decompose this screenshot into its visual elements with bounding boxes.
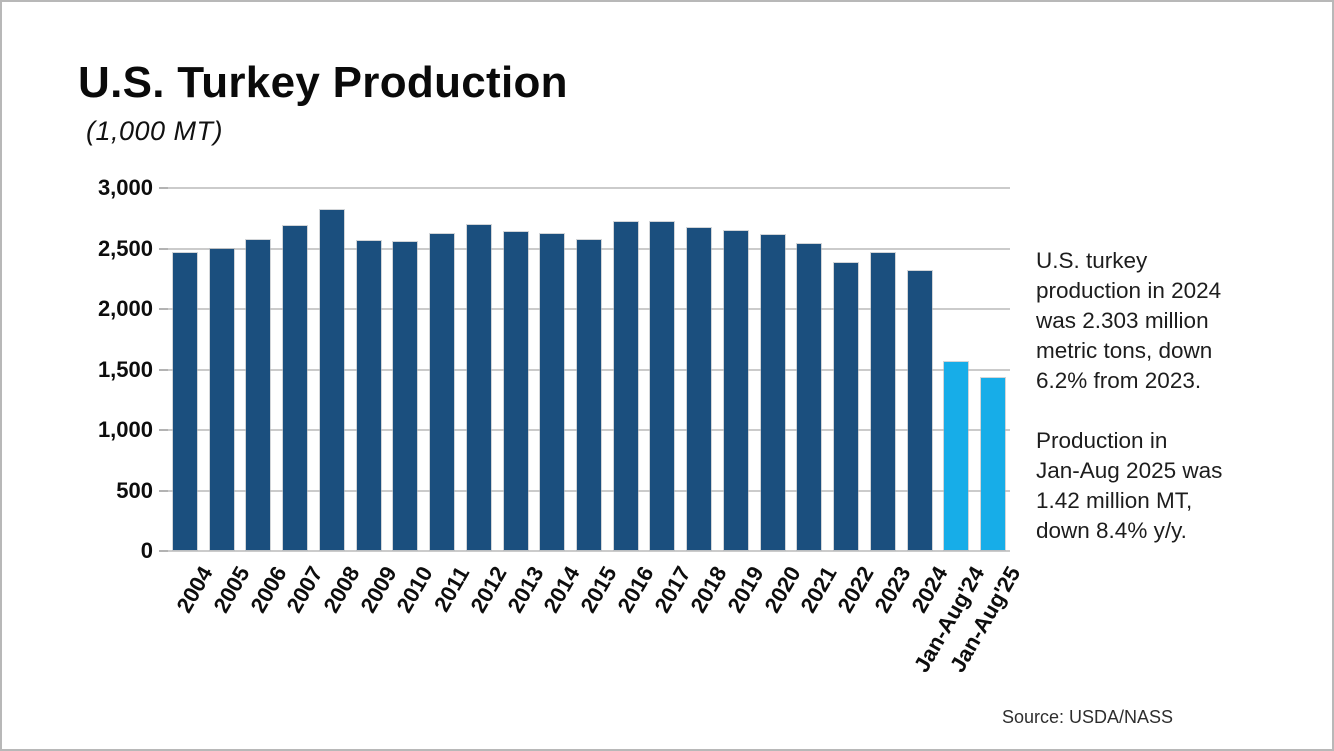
y-axis-tick xyxy=(159,489,168,492)
x-axis-label: 2011 xyxy=(429,562,475,616)
x-axis-label: 2005 xyxy=(208,562,255,617)
x-axis-label: 2007 xyxy=(281,562,328,617)
bar-2021 xyxy=(797,244,822,550)
bar-2015 xyxy=(577,239,601,550)
annotation-paragraph-gap xyxy=(1036,396,1316,426)
annotation-line: U.S. turkey xyxy=(1036,248,1148,273)
annotation-line: 1.42 million MT, xyxy=(1036,488,1193,513)
gridline xyxy=(168,187,1010,189)
annotation-line: 6.2% from 2023. xyxy=(1036,368,1202,393)
bar-2012 xyxy=(466,224,491,550)
bar-2018 xyxy=(687,227,712,550)
y-axis-tick xyxy=(159,187,168,189)
x-axis-label: 2014 xyxy=(538,562,585,617)
x-axis-label: 2016 xyxy=(612,562,659,617)
x-axis-label: 2019 xyxy=(722,562,769,617)
gridline xyxy=(168,550,1010,552)
bar-2005 xyxy=(209,248,234,550)
source-note: Source: USDA/NASS xyxy=(1002,707,1174,727)
y-axis-tick xyxy=(159,429,168,431)
x-axis-label: 2013 xyxy=(502,562,549,617)
bar-2019 xyxy=(723,230,748,550)
bar-2007 xyxy=(283,226,308,550)
bar-2022 xyxy=(834,263,859,550)
bar-2011 xyxy=(430,233,455,550)
y-axis-tick-label: 2,500 xyxy=(97,235,153,261)
bar-Jan-Aug'24 xyxy=(944,362,969,550)
chart-title: U.S. Turkey Production xyxy=(78,58,568,107)
annotation-text-block: U.S. turkey production in 2024 was 2.303 m… xyxy=(1036,246,1316,546)
x-axis-label: 2015 xyxy=(575,562,622,617)
x-axis-label: 2004 xyxy=(171,562,218,617)
x-axis-label: 2021 xyxy=(795,562,843,617)
bar-2024 xyxy=(907,271,932,550)
y-axis-tick-label: 0 xyxy=(140,538,153,563)
annotation-line: metric tons, down xyxy=(1036,338,1213,363)
x-axis-label: 2022 xyxy=(832,562,879,617)
chart-units-subtitle: (1,000 MT) xyxy=(86,116,224,146)
x-axis-label: 2006 xyxy=(244,562,292,617)
y-axis-tick-label: 500 xyxy=(116,477,153,503)
x-axis-label: 2017 xyxy=(648,562,696,617)
bar-2013 xyxy=(503,232,528,550)
annotation-line: Production in xyxy=(1036,428,1168,453)
x-axis-label: 2009 xyxy=(355,562,402,617)
x-axis-label: 2020 xyxy=(759,562,806,617)
bar-2009 xyxy=(356,240,381,550)
x-axis-label: 2018 xyxy=(685,562,732,617)
y-axis-tick-label: 3,000 xyxy=(97,175,153,200)
bar-2008 xyxy=(319,210,344,550)
bar-2004 xyxy=(173,252,197,550)
y-axis-tick xyxy=(159,368,168,371)
bar-2017 xyxy=(650,221,675,550)
x-axis-label: 2023 xyxy=(869,562,916,617)
y-axis-tick-label: 2,000 xyxy=(97,296,153,321)
bar-2020 xyxy=(760,235,785,550)
bar-chart-plot-area: 3,000 2,500 2,000 1,500 1,000 500 0 2004 2005 200… xyxy=(98,175,1026,676)
y-axis-tick xyxy=(159,308,168,310)
annotation-line: down 8.4% y/y. xyxy=(1036,518,1187,543)
y-axis-tick-label: 1,000 xyxy=(97,417,153,442)
x-axis-label: 2008 xyxy=(318,562,365,617)
y-axis-tick xyxy=(159,247,168,250)
annotation-line: was 2.303 million xyxy=(1036,308,1209,333)
bar-2006 xyxy=(246,240,271,550)
bar-Jan-Aug'25 xyxy=(981,378,1005,550)
bar-2010 xyxy=(393,242,418,550)
x-axis-label: 2012 xyxy=(465,562,512,617)
y-axis-tick-label: 1,500 xyxy=(97,356,153,382)
bar-2016 xyxy=(613,222,638,550)
y-axis-tick xyxy=(159,550,168,552)
bar-2023 xyxy=(870,252,895,550)
x-axis-label: 2010 xyxy=(391,562,439,617)
annotation-line: production in 2024 xyxy=(1036,278,1222,303)
annotation-line: Jan-Aug 2025 was xyxy=(1036,458,1223,483)
bar-2014 xyxy=(540,233,565,550)
